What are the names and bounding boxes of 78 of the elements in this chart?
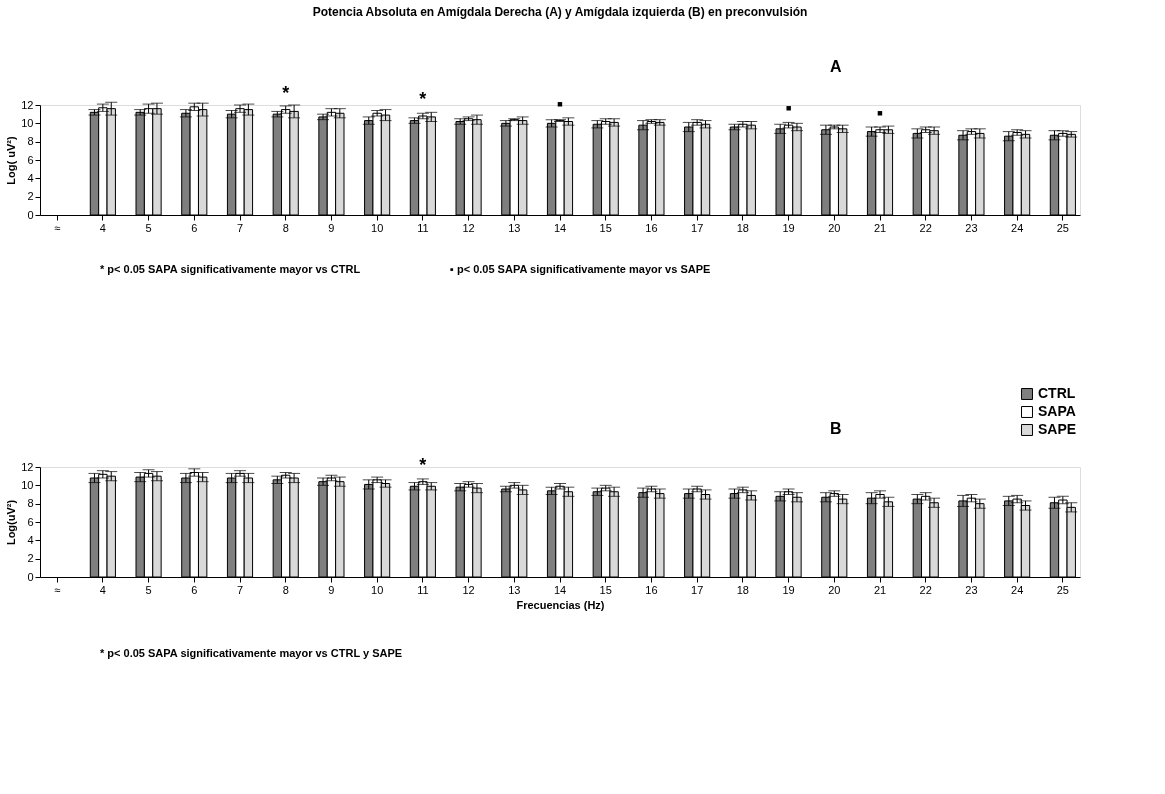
- x-tick-label: 5: [145, 221, 152, 234]
- annotation: ▪: [785, 98, 792, 119]
- x-tick-label: 15: [599, 221, 612, 234]
- y-axis-title: Log( uV²): [5, 136, 18, 185]
- y-tick-label: 0: [27, 208, 34, 221]
- x-tick-label: 22: [919, 221, 932, 234]
- x-tick-label: 11: [417, 583, 429, 596]
- x-tick-label: 24: [1011, 583, 1024, 596]
- chart-title: Potencia Absoluta en Amígdala Derecha (A) y Amígdala izquierda (B) en preconvulsión: [312, 5, 808, 19]
- x-tick-label: 15: [599, 583, 612, 596]
- x-tick-label: 4: [99, 221, 106, 234]
- annotation: *: [419, 89, 427, 109]
- y-tick-label: 4: [27, 533, 34, 546]
- x-tick-label: 12: [462, 583, 475, 596]
- x-tick-label: 7: [236, 221, 244, 234]
- x-tick-label: ≈: [54, 221, 61, 234]
- annotation: ▪: [556, 93, 564, 114]
- y-tick-label: 10: [21, 478, 34, 491]
- y-tick-label: 2: [27, 190, 34, 203]
- text: ▪ p< 0.05 SAPA significativamente mayor vs SAPE: [450, 263, 711, 275]
- x-tick-label: 23: [965, 583, 978, 596]
- y-tick-label: 12: [21, 460, 34, 473]
- x-tick-label: 20: [828, 221, 841, 234]
- x-tick-label: 25: [1056, 221, 1069, 234]
- y-tick-label: 2: [27, 552, 34, 565]
- x-tick-label: 10: [371, 583, 384, 596]
- y-tick-label: 6: [27, 153, 34, 166]
- x-tick-label: 19: [782, 221, 795, 234]
- legend-label: SAPE: [1038, 421, 1077, 437]
- y-axis-title: Log(uV²): [5, 499, 18, 546]
- y-tick-label: 10: [21, 116, 34, 129]
- x-tick-label: 25: [1056, 583, 1069, 596]
- x-tick-label: 10: [371, 221, 384, 234]
- x-tick-label: 18: [736, 583, 749, 596]
- x-tick-label: 8: [282, 583, 289, 596]
- x-tick-label: 13: [508, 221, 521, 234]
- x-tick-label: 5: [145, 583, 152, 596]
- x-tick-label: ≈: [54, 583, 61, 596]
- x-tick-label: 21: [873, 583, 887, 596]
- x-tick-label: 12: [462, 221, 475, 234]
- y-tick-label: 8: [27, 497, 34, 510]
- x-tick-label: 22: [919, 583, 932, 596]
- x-tick-label: 19: [782, 583, 795, 596]
- x-tick-label: 20: [828, 583, 841, 596]
- annotation: *: [419, 454, 427, 475]
- x-axis-title: Frecuencias (Hz): [516, 598, 605, 611]
- x-tick-label: 6: [191, 221, 198, 234]
- x-tick-label: 9: [328, 221, 335, 234]
- x-tick-label: 11: [417, 221, 429, 234]
- y-tick-label: 8: [27, 135, 34, 148]
- x-tick-label: 14: [553, 221, 567, 234]
- x-tick-label: 8: [282, 221, 289, 234]
- text: * p< 0.05 SAPA significativamente mayor vs CTRL y SAPE: [100, 647, 403, 659]
- legend-label: CTRL: [1038, 385, 1076, 401]
- x-tick-label: 14: [553, 583, 567, 596]
- text: A: [830, 58, 842, 75]
- text: * p< 0.05 SAPA significativamente mayor vs CTRL: [100, 263, 361, 275]
- y-tick-label: 12: [21, 98, 34, 111]
- y-tick-label: 6: [27, 515, 34, 528]
- text: B: [830, 420, 842, 437]
- x-tick-label: 16: [645, 221, 658, 234]
- y-tick-label: 0: [27, 570, 34, 583]
- x-tick-label: 21: [873, 221, 887, 234]
- x-tick-label: 17: [691, 583, 704, 596]
- x-tick-label: 24: [1011, 221, 1024, 234]
- annotation: *: [282, 82, 290, 103]
- x-tick-label: 7: [236, 583, 244, 596]
- y-tick-label: 4: [27, 171, 34, 184]
- annotation: ▪: [876, 102, 884, 123]
- x-tick-label: 17: [691, 221, 704, 234]
- x-tick-label: 16: [645, 583, 658, 596]
- x-tick-label: 13: [508, 583, 521, 596]
- x-tick-label: 6: [191, 583, 198, 596]
- legend-label: SAPA: [1038, 403, 1076, 419]
- x-tick-label: 23: [965, 221, 978, 234]
- x-tick-label: 4: [99, 583, 106, 596]
- x-tick-label: 18: [736, 221, 749, 234]
- x-tick-label: 9: [328, 583, 335, 596]
